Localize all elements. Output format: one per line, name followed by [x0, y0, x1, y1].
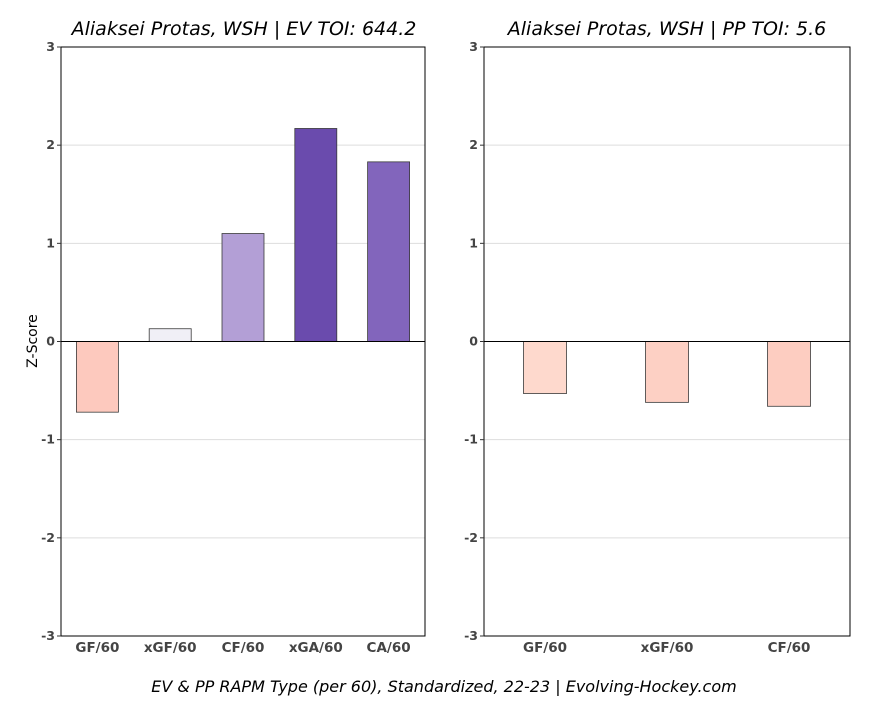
pp-y-tick-label: -2: [464, 530, 478, 545]
pp-x-tick-label: CF/60: [768, 640, 811, 656]
pp-y-tick-label: 3: [469, 39, 478, 54]
pp-y-tick-label: -3: [464, 628, 478, 643]
pp-x-tick-label: xGF/60: [641, 640, 694, 656]
pp-x-tick-label: GF/60: [523, 640, 567, 656]
pp-bar-xgf-per-60: [645, 341, 689, 403]
ev-x-tick-label: GF/60: [75, 640, 119, 656]
ev-bar-xgf-per-60: [148, 328, 192, 342]
ev-bar-xga-per-60: [294, 128, 338, 342]
ev-bar-cf-per-60: [221, 233, 265, 342]
ev-y-ticks: -3 -2 -1 0 1 2 3: [41, 39, 61, 643]
pp-bar-cf-per-60: [767, 341, 811, 407]
ev-y-tick-label: 1: [46, 235, 55, 250]
ev-panel-title: Aliaksei Protas, WSH | EV TOI: 644.2: [70, 18, 417, 40]
y-axis-label: Z-Score: [25, 314, 41, 368]
pp-y-ticks: -3 -2 -1 0 1 2 3: [464, 39, 484, 643]
pp-x-ticks: GF/60 xGF/60 CF/60: [523, 640, 810, 656]
ev-y-tick-label: -2: [41, 530, 55, 545]
pp-y-tick-label: 2: [469, 137, 478, 152]
pp-panel-title: Aliaksei Protas, WSH | PP TOI: 5.6: [506, 18, 826, 40]
ev-bar-ca-per-60: [367, 161, 411, 342]
pp-rapm-panel: Aliaksei Protas, WSH | PP TOI: 5.6 -3-2-…: [464, 18, 851, 656]
pp-gridlines: [484, 144, 850, 539]
ev-x-tick-label: CF/60: [222, 640, 265, 656]
ev-x-tick-label: CA/60: [367, 640, 411, 656]
ev-y-tick-label: 3: [46, 39, 55, 54]
pp-y-tick-label: 1: [469, 235, 478, 250]
ev-rapm-panel: Aliaksei Protas, WSH | EV TOI: 644.2 Z-S…: [25, 18, 426, 656]
pp-bars: [523, 341, 811, 407]
ev-x-tick-label: xGF/60: [144, 640, 197, 656]
ev-y-tick-label: 2: [46, 137, 55, 152]
ev-x-ticks: GF/60 xGF/60 CF/60 xGA/60 CA/60: [75, 640, 410, 656]
ev-y-tick-label: -1: [41, 432, 55, 447]
pp-y-tick-label: -1: [464, 432, 478, 447]
pp-bar-gf-per-60: [523, 341, 567, 394]
pp-y-tick-label: 0: [469, 334, 478, 349]
ev-y-tick-label: -3: [41, 628, 55, 643]
ev-y-tick-label: 0: [46, 334, 55, 349]
ev-x-tick-label: xGA/60: [289, 640, 343, 656]
ev-bar-gf-per-60: [76, 341, 119, 413]
ev-bars: [76, 128, 411, 413]
figure-caption: EV & PP RAPM Type (per 60), Standardized…: [151, 677, 736, 696]
